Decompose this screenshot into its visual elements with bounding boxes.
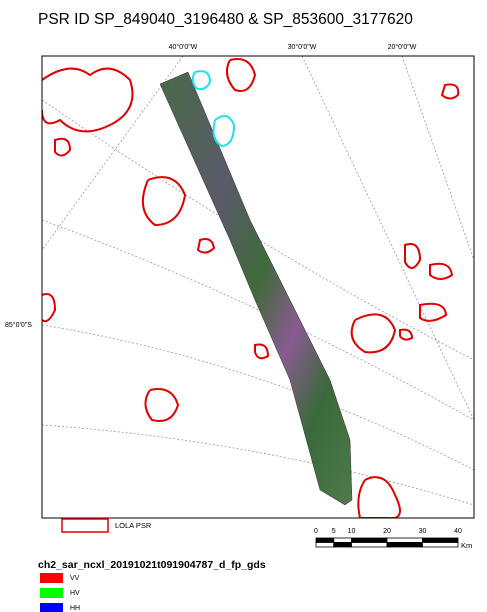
sar-strip — [160, 72, 352, 505]
legend-psr-label: LOLA PSR — [115, 521, 152, 530]
graticule-label: 20°0'0"W — [388, 43, 417, 51]
scale-tick-label: 20 — [383, 528, 391, 535]
title: PSR ID SP_849040_3196480 & SP_853600_317… — [38, 11, 413, 28]
band-legend: VV HV HH — [40, 573, 80, 612]
scale-segment — [423, 538, 459, 543]
band-swatch — [40, 603, 63, 612]
scale-bar: 0 5 10 20 30 40 Km — [314, 528, 472, 550]
scale-segment — [316, 543, 334, 548]
page: PSR ID SP_849040_3196480 & SP_853600_317… — [0, 0, 487, 612]
scale-tick-label: 10 — [348, 528, 356, 535]
scale-segment — [334, 543, 352, 548]
band-swatch — [40, 588, 63, 598]
band-label: VV — [70, 575, 80, 582]
scale-tick-label: 30 — [419, 528, 427, 535]
graticule-label: 40°0'0"W — [169, 43, 198, 51]
scale-segment — [316, 538, 334, 543]
scale-unit: Km — [461, 541, 472, 550]
graticule-label: 85°0'0"S — [5, 321, 32, 329]
scale-segment — [423, 543, 459, 548]
graticule-label: 30°0'0"W — [288, 43, 317, 51]
scale-segment — [387, 543, 423, 548]
band-label: HH — [70, 605, 80, 612]
layer-name: ch2_sar_ncxl_20191021t091904787_d_fp_gds — [38, 559, 266, 571]
legend-psr-swatch — [62, 519, 108, 532]
band-swatch — [40, 573, 63, 583]
scale-segment — [387, 538, 423, 543]
scale-segment — [334, 538, 352, 543]
map-body — [42, 56, 474, 518]
map-figure: PSR ID SP_849040_3196480 & SP_853600_317… — [0, 0, 487, 612]
scale-tick-label: 40 — [454, 528, 462, 535]
scale-segment — [352, 543, 388, 548]
scale-tick-label: 5 — [332, 528, 336, 535]
scale-segment — [352, 538, 388, 543]
band-label: HV — [70, 590, 80, 597]
scale-tick-label: 0 — [314, 528, 318, 535]
